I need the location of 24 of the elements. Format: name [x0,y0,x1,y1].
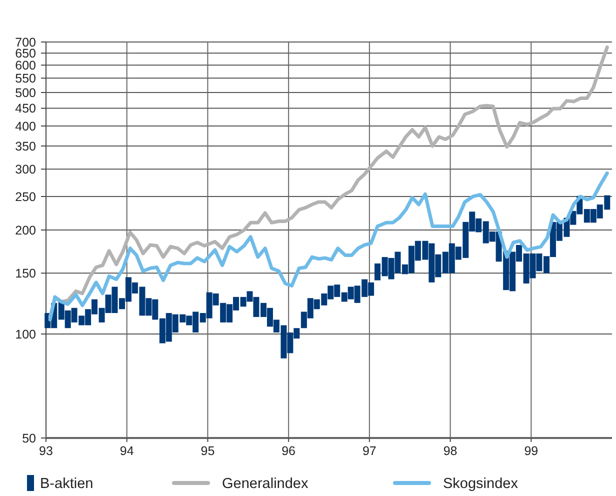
y-tick-label: 600 [15,58,36,73]
y-tick-label: 550 [15,72,36,86]
x-tick-label: 97 [362,444,376,458]
y-tick-label: 400 [15,119,36,134]
x-tick-label: 95 [200,444,215,458]
y-tick-label: 450 [15,102,36,116]
line-series [48,171,609,322]
y-tick-label: 100 [15,327,36,342]
legend-label: Generalindex [222,476,309,492]
x-tick-label: 94 [120,444,134,458]
y-tick-label: 500 [15,86,36,100]
line-series [48,45,609,319]
x-tick-label: 96 [282,444,296,458]
x-tick-label: 93 [39,444,53,458]
y-tick-label: 350 [15,139,36,154]
y-tick-label: 50 [22,431,36,446]
legend-label: Skogsindex [443,476,519,492]
y-tick-label: 300 [15,162,36,177]
y-tick-label: 150 [15,266,36,281]
x-tick-label: 99 [524,444,538,458]
y-tick-label: 200 [15,223,36,238]
x-tick-label: 98 [443,444,458,458]
y-tick-label: 250 [15,190,36,204]
legend-label: B-aktien [40,476,94,492]
